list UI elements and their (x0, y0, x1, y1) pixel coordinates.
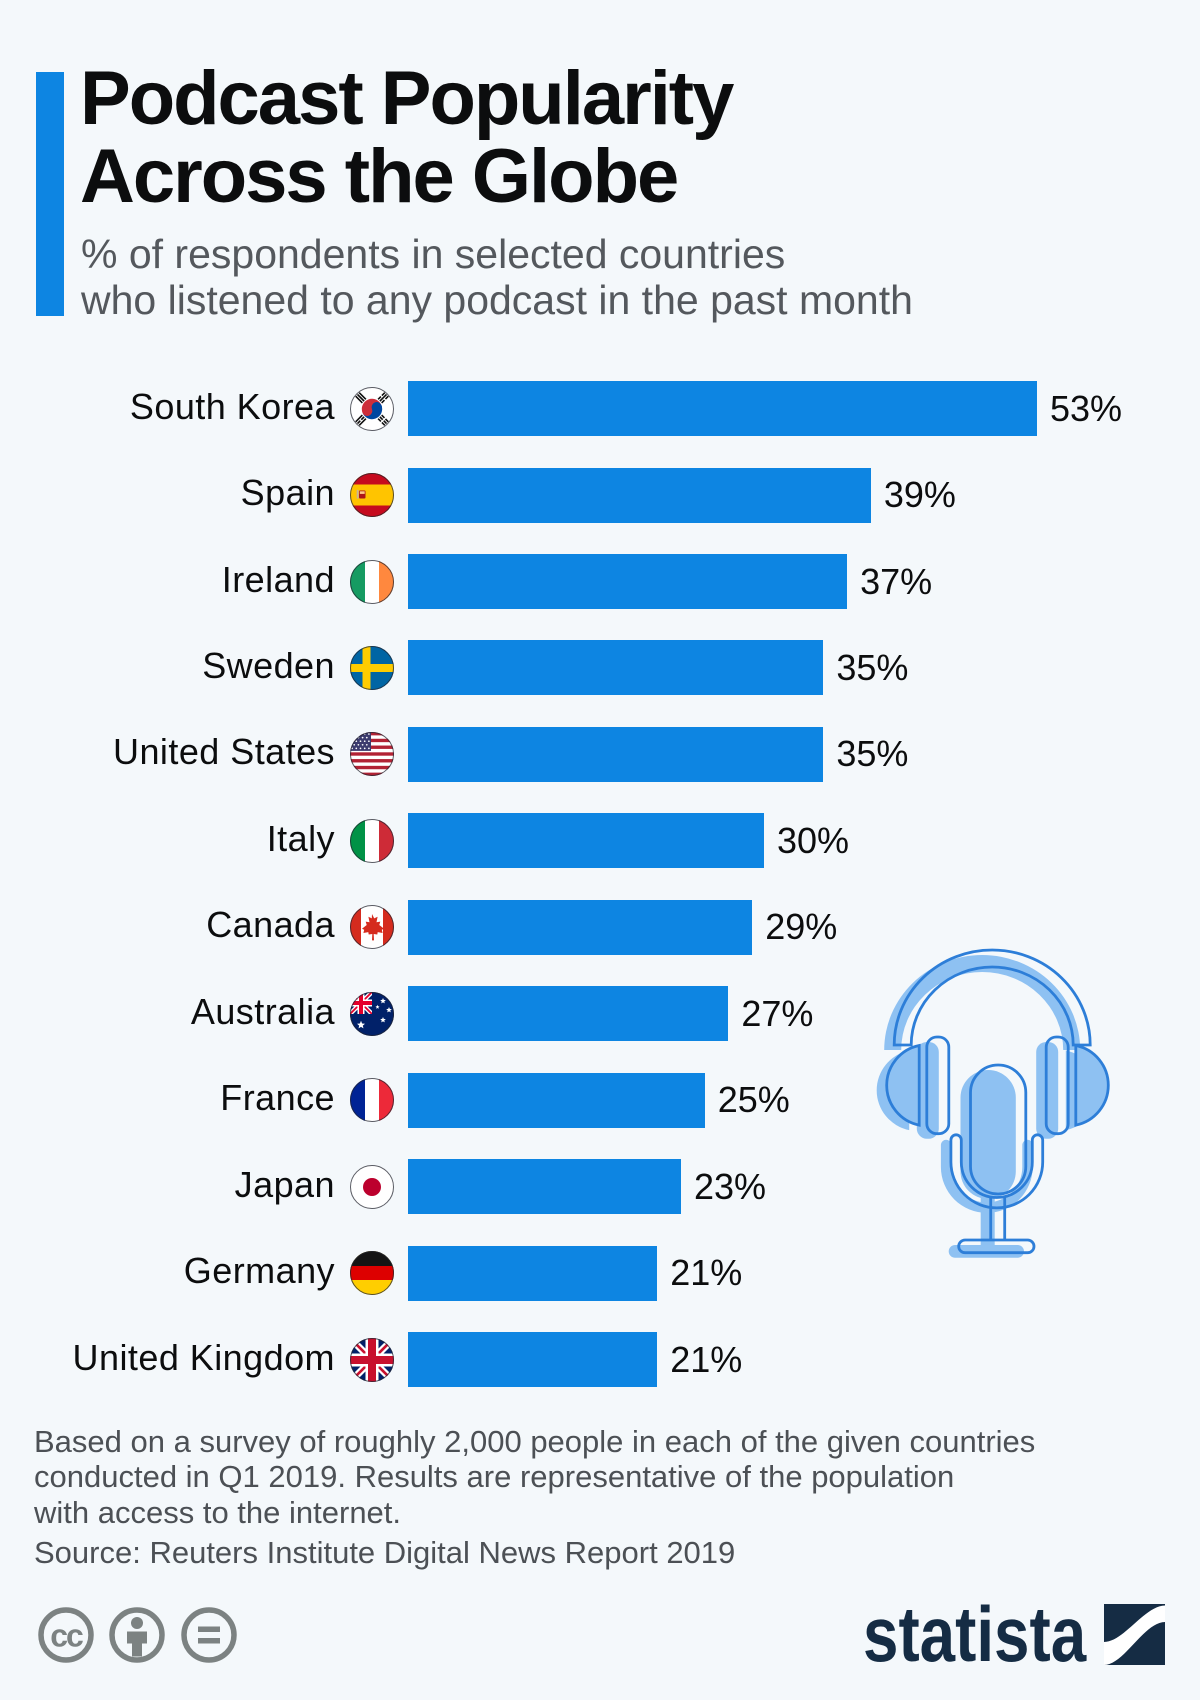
svg-text:cc: cc (50, 1618, 83, 1654)
